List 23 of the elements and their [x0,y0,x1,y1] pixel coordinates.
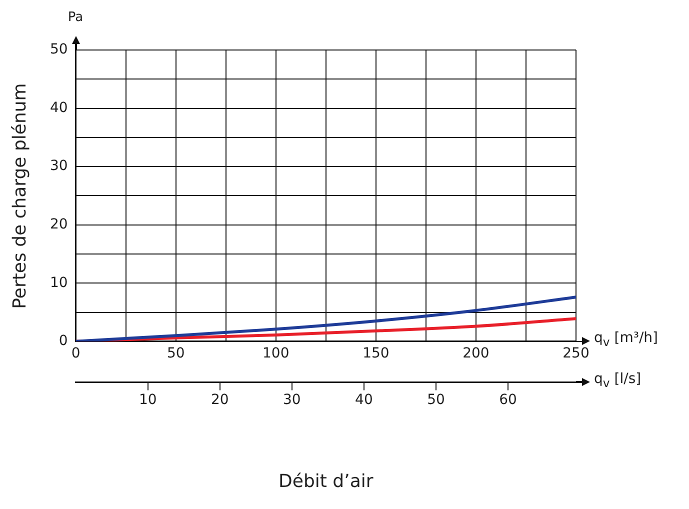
x2-axis-title: q$_{v}$ [l/s] [594,371,642,390]
x-tick-label: 250 [562,345,590,362]
x-axis-title: q$_{v}$ [m³/h] [594,330,658,350]
text: Débit d’air [278,471,374,492]
x2-tick-label: 40 [355,392,373,408]
x-tick-label: 50 [166,345,185,362]
x2-tick-label: 10 [138,392,157,408]
x2-tick-label: 20 [210,392,229,408]
x-tick-label: 150 [362,345,390,362]
text: Pa [68,10,84,25]
x-tick-label: 100 [262,345,290,362]
x2-tick-label: 60 [499,392,517,408]
y-tick-label: 50 [50,42,68,58]
y-tick-label: 40 [50,100,68,116]
y-tick-label: 10 [50,274,68,291]
x2-tick-label: 30 [282,392,301,408]
y-tick-label: 30 [50,158,68,174]
x-tick-label: 200 [462,345,490,362]
y-axis-title: Pertes de charge plénum [10,82,30,309]
y-tick-label: 0 [58,333,68,350]
y-tick-label: 20 [50,216,68,232]
x2-tick-label: 50 [427,392,445,408]
x-tick-label: 0 [71,345,80,362]
